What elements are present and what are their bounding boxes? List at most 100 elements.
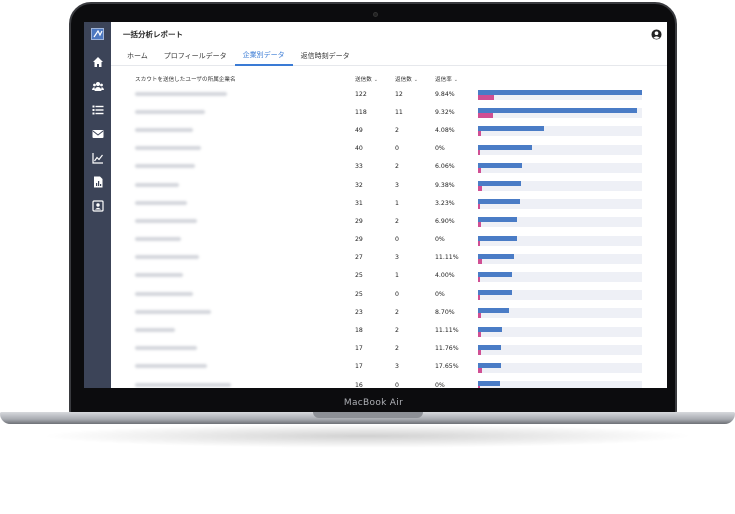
redacted-text bbox=[135, 146, 201, 151]
table-row[interactable]: 25 0 0% bbox=[123, 285, 657, 303]
reply-bar bbox=[478, 240, 480, 246]
redacted-text bbox=[135, 309, 211, 314]
row-bar-chart bbox=[478, 178, 642, 192]
reply-bar bbox=[478, 258, 483, 264]
company-name-redacted bbox=[123, 382, 355, 388]
camera bbox=[373, 12, 378, 17]
reply-rate: 3.23% bbox=[435, 199, 455, 207]
reply-bar bbox=[478, 113, 493, 119]
reply-bar bbox=[478, 386, 480, 388]
user-circle-icon[interactable] bbox=[651, 25, 662, 44]
company-name-redacted bbox=[123, 200, 355, 207]
reply-rate: 0% bbox=[435, 236, 445, 244]
column-header-sent[interactable]: 送信数 ⌄ bbox=[355, 75, 395, 83]
table-row[interactable]: 40 0 0% bbox=[123, 140, 657, 158]
redacted-text bbox=[135, 109, 205, 114]
company-name-redacted bbox=[123, 145, 355, 152]
column-header-reply-label: 返信数 bbox=[395, 76, 412, 83]
redacted-text bbox=[135, 218, 197, 223]
reply-rate: 9.84% bbox=[435, 90, 455, 98]
table-row[interactable]: 49 2 4.08% bbox=[123, 121, 657, 139]
users-icon[interactable] bbox=[84, 74, 111, 98]
table-row[interactable]: 25 1 4.00% bbox=[123, 267, 657, 285]
company-name-redacted bbox=[123, 109, 355, 116]
reply-rate: 0% bbox=[435, 381, 445, 388]
sent-bar bbox=[478, 181, 522, 187]
bar-track bbox=[478, 253, 642, 264]
mail-icon[interactable] bbox=[84, 122, 111, 146]
table-row[interactable]: 18 2 11.11% bbox=[123, 321, 657, 339]
header: 一括分析レポート bbox=[111, 22, 667, 46]
bar-track bbox=[478, 181, 642, 192]
table-row[interactable]: 33 2 6.06% bbox=[123, 158, 657, 176]
reply-count: 0 bbox=[395, 145, 399, 153]
row-bar-chart bbox=[478, 142, 642, 156]
tab-home[interactable]: ホーム bbox=[127, 52, 148, 60]
company-name-redacted bbox=[123, 182, 355, 189]
table-row[interactable]: 29 2 6.90% bbox=[123, 212, 657, 230]
sent-bar bbox=[478, 199, 520, 205]
column-header-reply[interactable]: 返信数 ⌄ bbox=[395, 75, 435, 83]
column-header-rate[interactable]: 返信率 ⌄ bbox=[435, 75, 478, 83]
table-row[interactable]: 32 3 9.38% bbox=[123, 176, 657, 194]
table-row[interactable]: 29 0 0% bbox=[123, 231, 657, 249]
tab-company-data[interactable]: 企業別データ bbox=[234, 46, 293, 66]
bar-track bbox=[478, 290, 642, 301]
app-screen: 一括分析レポート ホーム プロフィールデータ 企業別データ 返信時刻データ スカ… bbox=[84, 22, 667, 388]
reply-count: 3 bbox=[395, 254, 399, 262]
reply-rate: 4.08% bbox=[435, 126, 455, 134]
logo-icon[interactable] bbox=[91, 28, 104, 40]
bar-track bbox=[478, 344, 642, 355]
reply-rate: 11.11% bbox=[435, 254, 459, 262]
tab-profile-data[interactable]: プロフィールデータ bbox=[163, 52, 227, 60]
sent-count: 27 bbox=[355, 254, 363, 262]
sent-bar bbox=[478, 253, 515, 259]
reply-count: 0 bbox=[395, 236, 399, 244]
reply-count: 1 bbox=[395, 272, 399, 280]
table-row[interactable]: 27 3 11.11% bbox=[123, 249, 657, 267]
bar-track bbox=[478, 308, 642, 319]
sent-count: 17 bbox=[355, 363, 363, 371]
reply-count: 2 bbox=[395, 327, 399, 335]
reply-bar bbox=[478, 349, 481, 355]
line-chart-icon[interactable] bbox=[84, 146, 111, 170]
sent-bar bbox=[478, 162, 523, 168]
redacted-text bbox=[135, 164, 195, 169]
table-header: スカウトを送信したユーザの所属企業名 送信数 ⌄ 返信数 ⌄ 返信率 ⌄ bbox=[123, 72, 657, 85]
reply-rate: 8.70% bbox=[435, 308, 455, 316]
table-row[interactable]: 122 12 9.84% bbox=[123, 85, 657, 103]
sent-count: 29 bbox=[355, 217, 363, 225]
reply-bar bbox=[478, 313, 481, 319]
home-icon[interactable] bbox=[84, 50, 111, 74]
table-row[interactable]: 17 2 11.76% bbox=[123, 340, 657, 358]
page-title: 一括分析レポート bbox=[123, 29, 183, 39]
bar-track bbox=[478, 162, 642, 173]
tab-reply-time-data[interactable]: 返信時刻データ bbox=[300, 52, 350, 60]
column-header-company: スカウトを送信したユーザの所属企業名 bbox=[135, 76, 236, 83]
reply-count: 3 bbox=[395, 363, 399, 371]
sent-bar bbox=[478, 90, 642, 96]
reply-count: 2 bbox=[395, 217, 399, 225]
reply-bar bbox=[478, 276, 480, 282]
table-row[interactable]: 23 2 8.70% bbox=[123, 303, 657, 321]
profile-card-icon[interactable] bbox=[84, 194, 111, 218]
table-row[interactable]: 17 3 17.65% bbox=[123, 358, 657, 376]
company-name-redacted bbox=[123, 236, 355, 243]
sent-bar bbox=[478, 126, 544, 132]
reply-count: 12 bbox=[395, 90, 403, 98]
reply-bar bbox=[478, 131, 481, 137]
list-icon[interactable] bbox=[84, 98, 111, 122]
sent-bar bbox=[478, 308, 509, 314]
table-row[interactable]: 118 11 9.32% bbox=[123, 103, 657, 121]
bar-report-icon[interactable] bbox=[84, 170, 111, 194]
table-row[interactable]: 31 1 3.23% bbox=[123, 194, 657, 212]
bar-track bbox=[478, 326, 642, 337]
redacted-text bbox=[135, 91, 227, 96]
reply-rate: 6.06% bbox=[435, 163, 455, 171]
table-row[interactable]: 16 0 0% bbox=[123, 376, 657, 388]
sent-bar bbox=[478, 271, 512, 277]
sent-count: 17 bbox=[355, 345, 363, 353]
reply-count: 2 bbox=[395, 163, 399, 171]
sent-bar bbox=[478, 326, 503, 332]
